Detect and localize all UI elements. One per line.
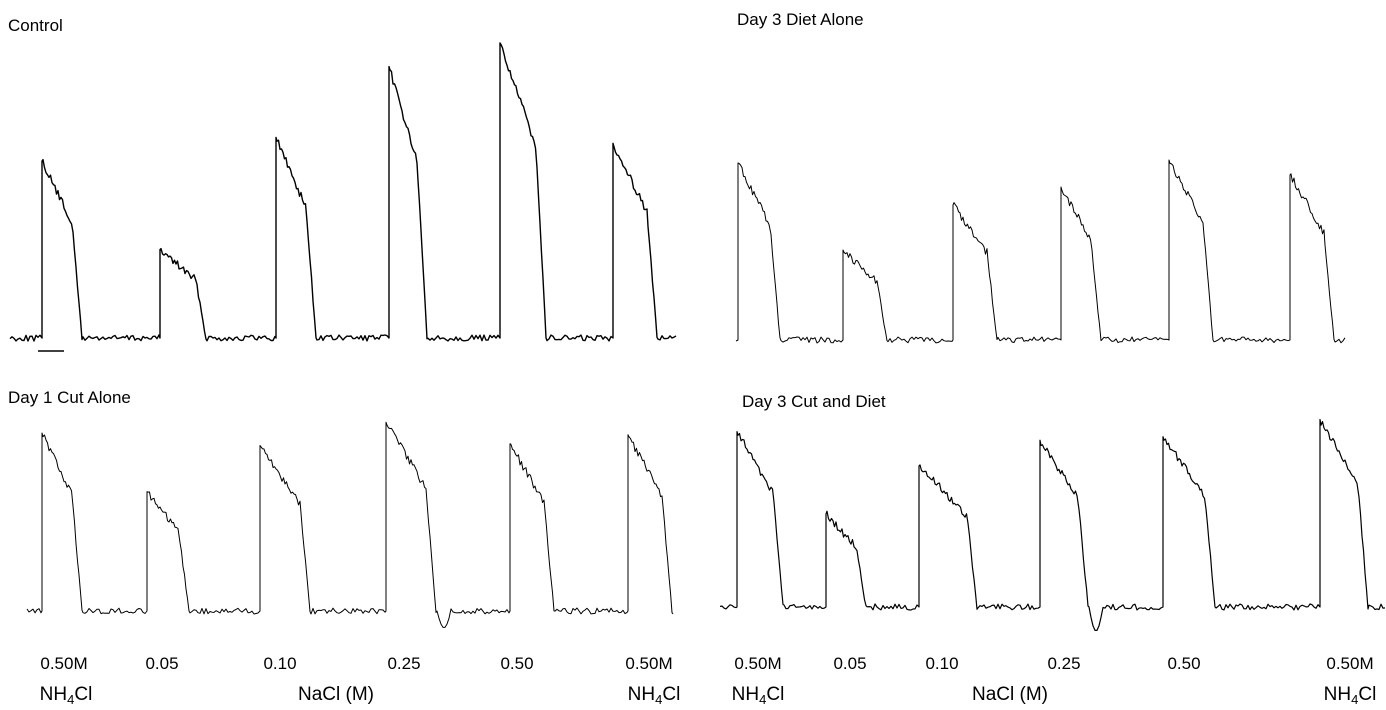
conc-label: 0.50M [734, 654, 782, 673]
stimulus-label-nacl: NaCl (M) [298, 684, 374, 705]
panel-title-day1-cut-alone: Day 1 Cut Alone [8, 388, 131, 407]
panel-title-control: Control [8, 16, 63, 35]
panel-title-day3-cut-and-diet: Day 3 Cut and Diet [742, 392, 886, 411]
stimulus-label-nh4cl: NH4Cl [39, 684, 93, 707]
conc-label: 0.05 [145, 654, 179, 673]
conc-label: 0.50M [1326, 654, 1374, 673]
stimulus-label-nh4cl: NH4Cl [627, 684, 681, 707]
conc-label: 0.10 [263, 654, 297, 673]
conc-label: 0.10 [925, 654, 959, 673]
conc-label: 0.25 [1047, 654, 1081, 673]
conc-label: 0.50 [500, 654, 534, 673]
trace-control [9, 42, 677, 342]
panel-title-day3-diet-alone: Day 3 Diet Alone [737, 10, 864, 29]
stimulus-label-nacl: NaCl (M) [972, 684, 1048, 705]
conc-label: 0.25 [387, 654, 421, 673]
stimulus-label-nh4cl: NH4Cl [1323, 684, 1377, 707]
trace-day3-diet-alone [735, 159, 1346, 344]
trace-day1-cut-alone [26, 421, 674, 628]
trace-day3-cut-and-diet [719, 418, 1386, 631]
conc-label: 0.05 [833, 654, 867, 673]
stimulus-label-nh4cl: NH4Cl [731, 684, 785, 707]
conc-label: 0.50M [625, 654, 673, 673]
conc-label: 0.50M [40, 654, 88, 673]
conc-label: 0.50 [1167, 654, 1201, 673]
